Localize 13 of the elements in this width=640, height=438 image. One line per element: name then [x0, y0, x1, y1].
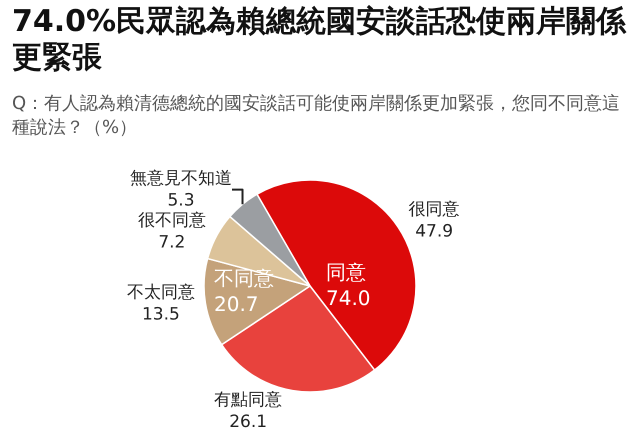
slice-label: 很同意 [408, 200, 460, 220]
data-label: 47.9 [415, 222, 454, 242]
slice-label: 不太同意 [126, 282, 195, 303]
slice-label: 無意見不知道 [130, 168, 232, 189]
data-label: 7.2 [158, 232, 186, 253]
data-label: 26.1 [229, 412, 268, 432]
slice-label: 很不同意 [138, 210, 206, 231]
chart-subtitle: Q：有人認為賴清德總統的國安談話可能使兩岸關係更加緊張，您同不同意這種說法？（%） [12, 92, 622, 140]
data-label: 13.5 [142, 304, 180, 325]
slice-label: 有點同意 [214, 390, 282, 410]
chart-title: 74.0%民眾認為賴總統國安談話恐使兩岸關係更緊張 [12, 4, 628, 76]
data-label: 5.3 [167, 190, 195, 211]
text: 同意 74.0 [326, 260, 371, 310]
